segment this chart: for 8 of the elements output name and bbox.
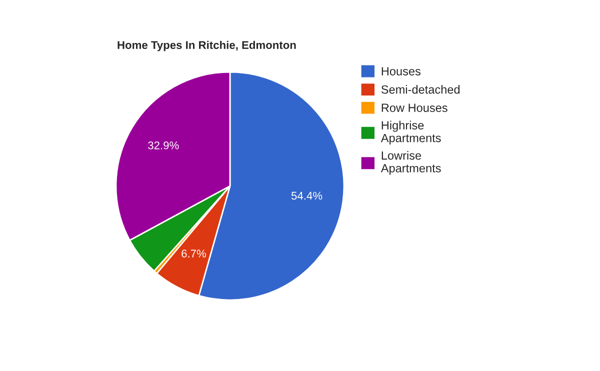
legend-label: Semi-detached — [381, 85, 460, 94]
legend-label: Lowrise Apartments — [380, 151, 441, 175]
data-label: 32.9% — [148, 141, 179, 150]
chart-title: Home Types In Ritchie, Edmonton — [118, 40, 296, 52]
legend-label: Row Houses — [382, 104, 448, 112]
data-label: 54.4% — [291, 192, 322, 200]
legend-label: Highrise Apartments — [380, 120, 441, 145]
legend-label: Houses — [382, 67, 420, 76]
